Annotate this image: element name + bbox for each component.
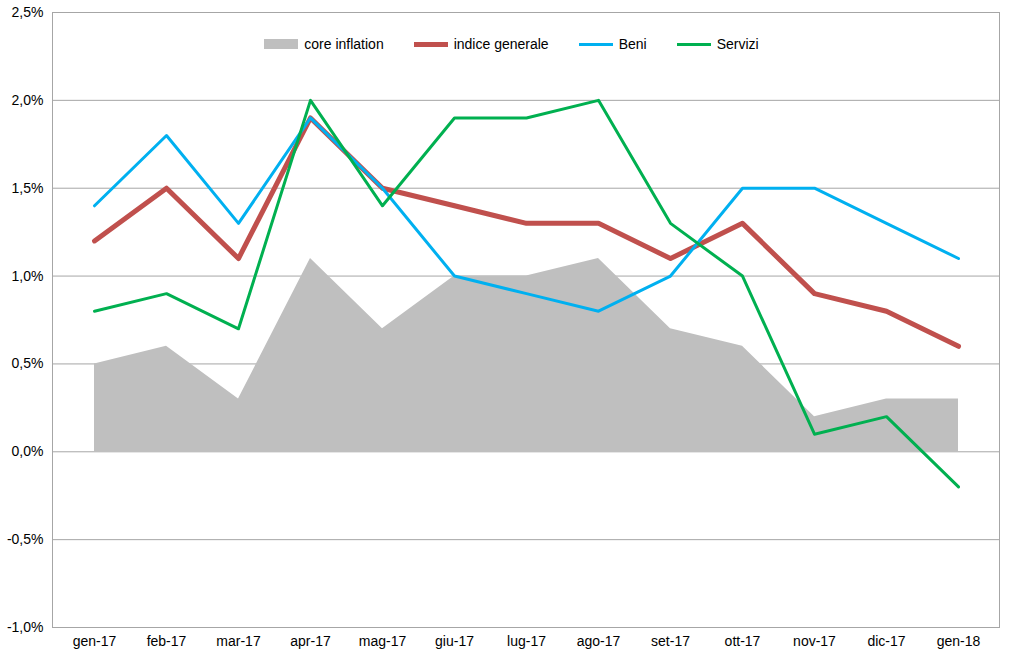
svg-text:giu-17: giu-17 [435,633,474,649]
svg-text:lug-17: lug-17 [507,633,546,649]
svg-text:set-17: set-17 [651,633,690,649]
svg-text:-0,5%: -0,5% [7,531,44,547]
html-text:core inflation: core inflation [304,36,384,52]
html-text:indice generale: indice generale [453,36,549,52]
svg-text:2,0%: 2,0% [12,92,44,108]
svg-text:0,5%: 0,5% [12,355,44,371]
svg-text:ott-17: ott-17 [725,633,761,649]
html-text:Beni: Beni [618,36,647,52]
svg-text:ago-17: ago-17 [577,633,621,649]
svg-text:1,0%: 1,0% [12,268,44,284]
svg-text:1,5%: 1,5% [12,180,44,196]
svg-text:mar-17: mar-17 [216,633,261,649]
svg-text:gen-18: gen-18 [937,633,981,649]
svg-text:feb-17: feb-17 [147,633,187,649]
svg-text:apr-17: apr-17 [290,633,331,649]
svg-text:2,5%: 2,5% [12,4,44,20]
svg-text:0,0%: 0,0% [12,443,44,459]
svg-text:gen-17: gen-17 [73,633,117,649]
svg-text:-1,0%: -1,0% [7,619,44,635]
html-text:Servizi: Servizi [716,36,759,52]
svg-text:nov-17: nov-17 [793,633,836,649]
svg-text:mag-17: mag-17 [359,633,407,649]
svg-text:dic-17: dic-17 [867,633,905,649]
